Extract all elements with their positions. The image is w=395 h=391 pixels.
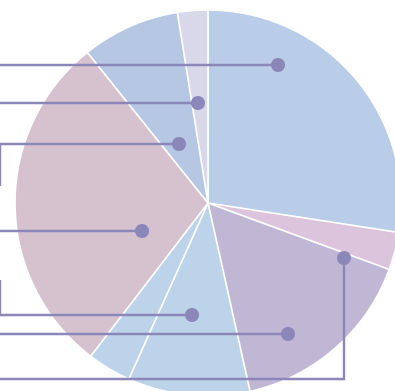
pie-slice-4 <box>127 200 251 391</box>
leader-dot-slice-3 <box>281 327 295 341</box>
leader-dot-slice-7 <box>172 137 186 151</box>
pie-slice-7 <box>86 11 210 206</box>
leader-line-slice-7 <box>0 142 179 186</box>
leader-dot-slice-8 <box>191 96 205 110</box>
leader-line-slice-2 <box>0 258 346 381</box>
leader-dot-slice-5 <box>185 308 199 322</box>
leader-dot-slice-1 <box>271 58 285 72</box>
leader-lines <box>0 58 351 381</box>
leader-dot-slice-2 <box>337 251 351 265</box>
pie-slice-6 <box>14 51 210 358</box>
leader-dot-slice-6 <box>135 224 149 238</box>
pie-slice-1 <box>207 9 395 233</box>
pie-slice-3 <box>206 201 391 391</box>
leader-line-slice-5 <box>0 280 192 317</box>
